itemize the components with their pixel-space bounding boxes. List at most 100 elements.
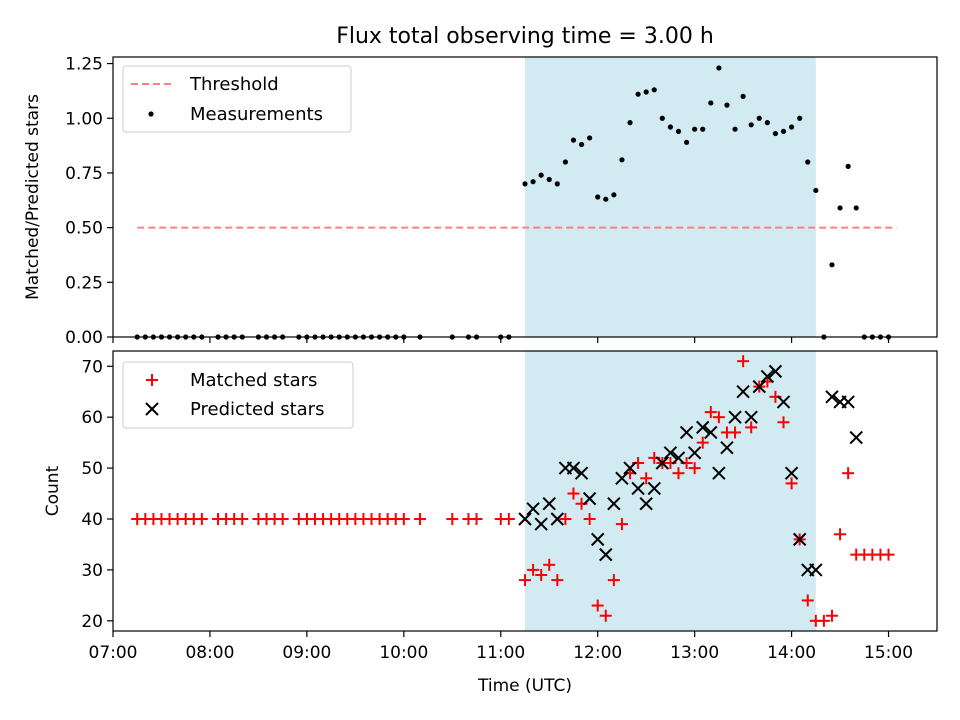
matched-star-point xyxy=(559,513,572,525)
predicted-star-stroke-b xyxy=(687,446,702,460)
predicted-star-stroke-b xyxy=(768,364,783,379)
predicted-star-point xyxy=(736,385,750,399)
predicted-star-stroke-b xyxy=(720,441,734,455)
predicted-star-point xyxy=(696,420,710,435)
predicted-star-stroke-b xyxy=(534,517,548,531)
matched-star-point xyxy=(640,472,653,485)
matched-star-point xyxy=(696,436,709,449)
matched-star-point xyxy=(543,558,556,571)
top-panel: 0.00 0.25 0.50 0.75 1.00 1.25 Matched/Predict… xyxy=(23,55,938,348)
predicted-star-point xyxy=(623,461,637,475)
measurement-point xyxy=(587,135,593,141)
predicted-star-point xyxy=(542,497,556,511)
predicted-star-stroke-b xyxy=(752,379,766,394)
matched-star-point xyxy=(397,513,410,525)
matched-star-point xyxy=(672,467,685,480)
x-tick-label: 07:00 xyxy=(89,643,138,663)
predicted-star-point xyxy=(534,517,548,531)
predicted-star-point xyxy=(582,491,597,506)
predicted-star-stroke-b xyxy=(655,456,670,470)
predicted-star-stroke-b xyxy=(784,466,799,480)
matched-star-point xyxy=(535,569,548,581)
legend-measurements-marker xyxy=(148,111,154,117)
bottom-axes-frame xyxy=(112,350,938,632)
predicted-star-stroke-b xyxy=(582,491,597,506)
bottom-y-tick-label: 50 xyxy=(81,459,103,479)
predicted-star-stroke-b xyxy=(631,481,645,496)
predicted-star-point xyxy=(792,532,807,547)
top-legend: Threshold Measurements xyxy=(122,65,352,133)
measurement-point xyxy=(797,115,803,121)
predicted-star-stroke-b xyxy=(736,385,750,399)
x-tick-label: 12:00 xyxy=(573,643,622,663)
predicted-star-stroke-b xyxy=(566,461,581,475)
bottom-y-tick-label: 60 xyxy=(81,408,103,428)
predicted-stars-series xyxy=(518,364,863,577)
matched-star-point xyxy=(413,513,426,525)
measurement-point xyxy=(554,181,560,187)
measurement-point xyxy=(530,179,536,185)
predicted-star-point xyxy=(574,466,589,480)
predicted-star-stroke-b xyxy=(679,425,694,440)
predicted-star-point xyxy=(728,410,742,424)
matched-star-point xyxy=(583,513,596,525)
predicted-star-point xyxy=(679,425,694,440)
predicted-star-stroke-b xyxy=(744,410,758,424)
top-y-axis-label: Matched/Predicted stars xyxy=(23,94,43,300)
top-y-tick-label: 1.25 xyxy=(65,55,103,75)
top-y-tick-label: 0.00 xyxy=(65,328,103,348)
predicted-star-stroke-b xyxy=(639,497,653,511)
predicted-star-point xyxy=(590,532,605,547)
x-tick-label: 10:00 xyxy=(379,643,428,663)
x-tick-label: 13:00 xyxy=(670,643,719,663)
measurement-point xyxy=(578,141,585,148)
legend-matched-marker xyxy=(146,374,158,386)
predicted-star-stroke-b xyxy=(704,425,718,440)
x-tick-label: 11:00 xyxy=(476,643,525,663)
predicted-star-point xyxy=(760,369,775,384)
x-tick-label: 14:00 xyxy=(767,643,816,663)
measurement-point xyxy=(675,128,682,134)
measurement-point xyxy=(716,65,722,71)
predicted-star-point xyxy=(687,446,702,460)
bottom-panel: 07:00 08:00 09:00 10:00 11:00 12:00 13:00 14:00… xyxy=(43,350,938,696)
predicted-star-point xyxy=(518,512,532,526)
measurement-point xyxy=(708,100,714,106)
top-y-tick-label: 1.00 xyxy=(65,109,103,129)
predicted-star-point xyxy=(841,395,855,409)
measurement-point xyxy=(659,115,665,121)
measurement-point xyxy=(619,157,625,163)
measurement-point xyxy=(780,128,787,134)
matched-star-point xyxy=(777,416,790,429)
predicted-star-point xyxy=(809,563,823,577)
bottom-y-ticks: 20 30 40 50 60 70 xyxy=(81,357,113,632)
measurement-point xyxy=(829,262,835,268)
measurement-point xyxy=(595,194,601,200)
matched-star-point xyxy=(567,487,580,500)
bottom-legend: Matched stars Predicted stars xyxy=(122,361,354,429)
matched-star-point xyxy=(607,574,620,587)
predicted-star-stroke-b xyxy=(809,563,823,577)
bottom-y-tick-label: 20 xyxy=(81,612,103,632)
predicted-star-stroke-b xyxy=(574,466,589,480)
predicted-star-stroke-b xyxy=(671,451,686,465)
predicted-star-stroke-b xyxy=(663,446,678,460)
legend-predicted-label: Predicted stars xyxy=(190,399,324,420)
predicted-star-point xyxy=(566,461,581,475)
predicted-star-point xyxy=(631,481,645,496)
predicted-star-point xyxy=(752,379,766,394)
matched-star-point xyxy=(236,513,249,525)
matched-star-point xyxy=(882,548,895,561)
matched-star-point xyxy=(801,594,814,607)
top-highlight-span xyxy=(525,57,816,337)
measurement-point xyxy=(611,192,617,198)
measurement-point xyxy=(805,159,811,165)
measurement-point xyxy=(683,139,690,145)
predicted-star-point xyxy=(526,502,540,516)
matched-star-point xyxy=(446,513,459,525)
top-x-ticks xyxy=(112,337,890,343)
matched-star-point xyxy=(729,426,742,439)
predicted-star-point xyxy=(615,471,629,485)
predicted-star-stroke-b xyxy=(590,532,605,547)
x-tick-label: 09:00 xyxy=(282,643,331,663)
